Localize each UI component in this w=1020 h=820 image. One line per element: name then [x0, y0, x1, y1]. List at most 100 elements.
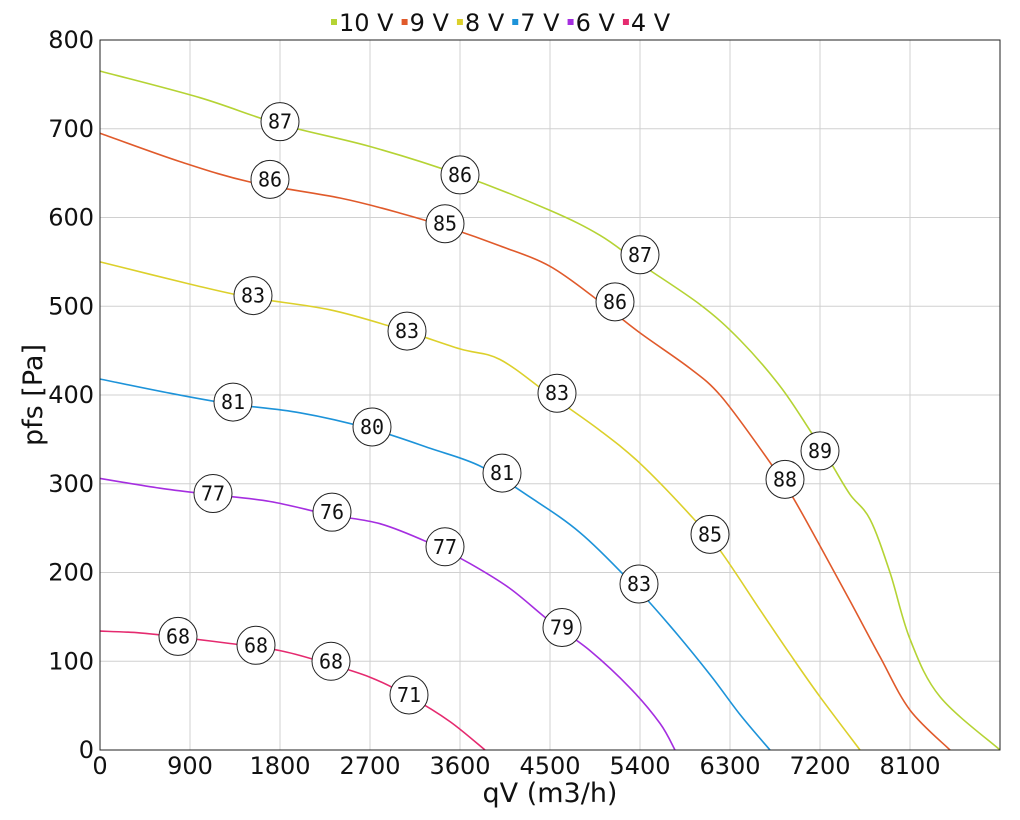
legend-swatch	[567, 19, 574, 25]
annotation-bubble: 86	[595, 282, 635, 322]
annotation-bubble: 85	[425, 204, 465, 244]
annotation-bubble: 77	[425, 527, 465, 567]
annotation-label: 76	[320, 500, 344, 524]
annotation-circle	[311, 641, 351, 681]
legend-item: 4 V	[622, 9, 671, 37]
annotation-circle	[158, 616, 198, 656]
annotation-label: 83	[545, 381, 569, 405]
y-tick-label: 300	[48, 470, 94, 498]
x-tick-label: 4500	[519, 752, 580, 780]
annotation-bubble: 83	[387, 311, 427, 351]
x-tick-label: 2700	[339, 752, 400, 780]
annotation-label: 88	[773, 467, 797, 491]
annotation-bubble: 79	[542, 608, 582, 648]
annotation-label: 81	[221, 390, 245, 414]
annotation-label: 77	[433, 535, 457, 559]
legend-item: 8 V	[456, 9, 505, 37]
y-tick-label: 100	[48, 647, 94, 675]
annotation-bubbles: 87 86 87 89 86 85 86 88 83 83 83 85 81 80 81 83 77 76 77 79…	[158, 102, 840, 715]
annotation-circle	[193, 474, 233, 514]
legend-item: 10 V	[331, 9, 394, 37]
axis-ticks: 0 900 1800 2700 3600 4500 5400 6300 7200 8100 0 100…	[48, 26, 940, 780]
annotation-circle	[213, 382, 253, 422]
annotation-circle	[690, 514, 730, 554]
x-tick-label: 8100	[879, 752, 940, 780]
y-axis-title: pfs [Pa]	[18, 344, 49, 446]
annotation-label: 68	[244, 633, 268, 657]
annotation-label: 83	[627, 572, 651, 596]
annotation-label: 81	[490, 461, 514, 485]
x-tick-label: 0	[92, 752, 107, 780]
annotation-circle	[482, 453, 522, 493]
annotation-circle	[260, 102, 300, 142]
annotation-circle	[440, 155, 480, 195]
annotation-label: 68	[166, 624, 190, 648]
legend-item: 6 V	[567, 9, 616, 37]
x-tick-label: 7200	[789, 752, 850, 780]
annotation-bubble: 83	[233, 276, 273, 316]
legend-swatch	[456, 19, 463, 25]
annotation-bubble: 81	[482, 453, 522, 493]
annotation-bubble: 86	[250, 159, 290, 199]
y-tick-label: 0	[79, 736, 94, 764]
x-tick-label: 3600	[429, 752, 490, 780]
annotation-circle	[620, 235, 660, 275]
x-tick-label: 900	[167, 752, 213, 780]
annotation-bubble: 83	[537, 373, 577, 413]
y-tick-label: 600	[48, 204, 94, 232]
annotation-bubble: 81	[213, 382, 253, 422]
annotation-bubble: 89	[800, 431, 840, 471]
legend-item: 9 V	[401, 9, 450, 37]
annotation-bubble: 85	[690, 514, 730, 554]
legend-label: 8 V	[465, 9, 505, 37]
annotation-label: 68	[319, 649, 343, 673]
y-tick-label: 200	[48, 559, 94, 587]
annotation-bubble: 80	[352, 407, 392, 447]
annotation-bubble: 76	[312, 492, 352, 532]
x-tick-label: 5400	[609, 752, 670, 780]
annotation-bubble: 68	[311, 641, 351, 681]
annotation-circle	[387, 311, 427, 351]
legend-item: 7 V	[512, 9, 560, 37]
series-line	[99, 132, 951, 751]
legend-swatch	[401, 19, 408, 25]
annotation-label: 86	[603, 290, 627, 314]
series-line	[99, 477, 676, 751]
y-tick-label: 700	[48, 115, 94, 143]
annotation-circle	[595, 282, 635, 322]
annotation-bubble: 83	[619, 564, 659, 604]
annotation-label: 83	[241, 284, 265, 308]
series-line	[99, 378, 771, 751]
annotation-circle	[800, 431, 840, 471]
legend-label: 4 V	[631, 9, 671, 37]
annotation-label: 86	[448, 163, 472, 187]
annotation-bubble: 68	[236, 625, 276, 665]
annotation-circle	[425, 204, 465, 244]
y-tick-label: 400	[48, 381, 94, 409]
annotation-bubble: 87	[620, 235, 660, 275]
plot-frame	[99, 39, 1001, 751]
legend-swatch	[331, 19, 337, 25]
annotation-bubble: 88	[765, 459, 805, 499]
annotation-label: 79	[550, 616, 574, 640]
annotation-bubble: 86	[440, 155, 480, 195]
x-axis-title: qV (m3/h)	[483, 778, 618, 809]
annotation-bubble: 87	[260, 102, 300, 142]
annotation-bubble: 68	[158, 616, 198, 656]
annotation-label: 77	[201, 482, 225, 506]
legend-label: 10 V	[339, 9, 394, 37]
x-tick-label: 6300	[699, 752, 760, 780]
annotation-label: 83	[395, 319, 419, 343]
annotation-circle	[233, 276, 273, 316]
annotation-bubble: 77	[193, 474, 233, 514]
annotation-circle	[236, 625, 276, 665]
annotation-circle	[537, 373, 577, 413]
x-tick-label: 1800	[249, 752, 310, 780]
annotation-circle	[352, 407, 392, 447]
legend-label: 6 V	[576, 9, 616, 37]
annotation-circle	[765, 459, 805, 499]
annotation-circle	[312, 492, 352, 532]
legend-label: 9 V	[410, 9, 450, 37]
annotation-circle	[542, 608, 582, 648]
